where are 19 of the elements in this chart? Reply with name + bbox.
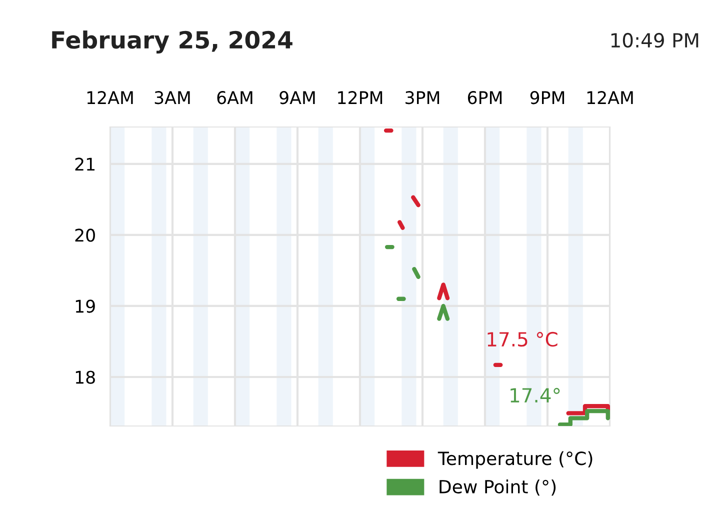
chart-title: February 25, 2024 <box>52 30 292 54</box>
x-tick-label: 3PM <box>406 91 440 104</box>
text: 10:49 PM <box>611 32 698 48</box>
x-tick-label: 9PM <box>530 91 564 104</box>
annotation: 17.4° <box>510 388 560 402</box>
x-tick-label: 6AM <box>217 91 252 104</box>
y-tick-label: 21 <box>75 158 95 171</box>
x-tick-label: 12PM <box>338 91 382 104</box>
legend-label: Dew Point (°) <box>440 480 556 496</box>
y-tick-label: 18 <box>76 370 95 384</box>
y-tick-label: 20 <box>75 228 95 242</box>
x-tick-label: 12AM <box>87 91 133 104</box>
annotation: 17.5 °C <box>488 332 558 347</box>
legend-label: Temperature (°C) <box>438 451 592 469</box>
y-tick-label: 19 <box>76 300 95 313</box>
x-tick-label: 9AM <box>280 91 315 104</box>
x-tick-label: 3AM <box>154 91 190 104</box>
x-tick-label: 12AM <box>587 91 633 104</box>
x-tick-label: 6PM <box>468 91 502 104</box>
